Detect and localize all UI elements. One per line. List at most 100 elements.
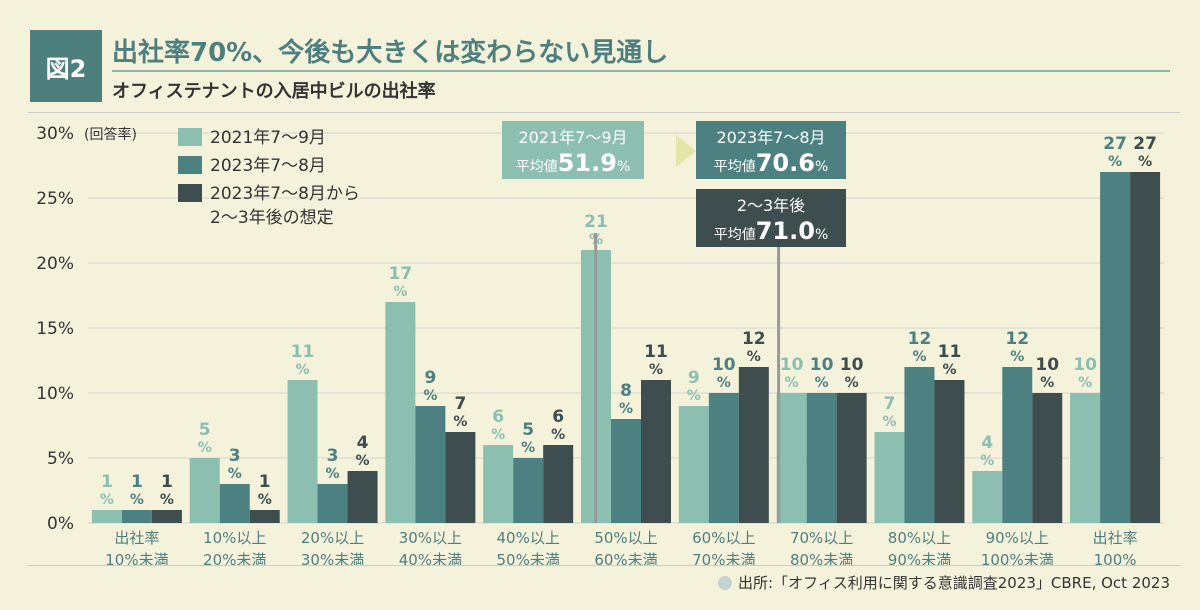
bar-value-label: 10 (1073, 355, 1097, 375)
bar-value-label: 27 (1133, 134, 1157, 154)
chart-subtitle: オフィステナントの入居中ビルの出社率 (112, 81, 436, 102)
bar-value-label: 11 (938, 342, 962, 362)
x-tick-label: 50%未満 (497, 551, 560, 565)
bar-value-label: 4 (357, 433, 369, 453)
bar-value-label: 10 (712, 355, 736, 375)
x-tick-label: 70%以上 (790, 529, 853, 547)
annotation-2021-box (502, 121, 644, 179)
bar-value-label: 12 (742, 329, 766, 349)
bar-value-unit: % (198, 440, 212, 456)
bar-value-unit: % (521, 440, 535, 456)
annotation-2023-period: 2023年7〜8月 (716, 128, 825, 147)
bar (543, 445, 574, 523)
bar-value-label: 1 (101, 472, 113, 492)
y-tick-label: 25% (36, 189, 74, 209)
bar-value-unit: % (1138, 154, 1152, 170)
bar-value-unit: % (393, 284, 407, 300)
bar (445, 432, 476, 523)
bar (219, 484, 250, 523)
bar (287, 380, 318, 523)
bar (972, 471, 1003, 523)
arrow-icon (676, 135, 696, 167)
bar-value-label: 12 (1005, 329, 1029, 349)
y-tick-label: 0% (47, 514, 74, 534)
legend-label: 2023年7〜8月 (210, 156, 326, 176)
x-tick-label: 100% (1094, 551, 1137, 565)
bar-value-unit: % (980, 453, 994, 469)
bar-value-unit: % (258, 492, 272, 508)
bar (1130, 172, 1161, 523)
bar (1032, 393, 1063, 523)
bar-value-label: 9 (688, 368, 700, 388)
x-tick-label: 80%以上 (888, 529, 951, 547)
bar-value-unit: % (619, 401, 633, 417)
y-tick-label: 10% (36, 384, 74, 404)
bar-value-label: 7 (454, 394, 466, 414)
bar-value-label: 10 (840, 355, 864, 375)
y-tick-label: 20% (36, 254, 74, 274)
bar-value-unit: % (747, 349, 761, 365)
bar-value-label: 10 (780, 355, 804, 375)
bar-value-label: 7 (884, 394, 896, 414)
bar-value-label: 10 (1035, 355, 1059, 375)
x-tick-label: 出社率 (1093, 529, 1138, 547)
bar-value-label: 1 (131, 472, 143, 492)
x-tick-label: 出社率 (114, 529, 159, 547)
bar-value-label: 11 (291, 342, 315, 362)
bar-value-unit: % (649, 362, 663, 378)
bar-value-label: 12 (908, 329, 932, 349)
bar-value-label: 21 (584, 212, 608, 232)
bar-value-unit: % (785, 375, 799, 391)
bar-value-label: 4 (981, 433, 993, 453)
x-tick-label: 100%未満 (981, 551, 1054, 565)
legend-swatch (178, 156, 202, 174)
x-tick-label: 40%未満 (399, 551, 462, 565)
bar-value-label: 1 (161, 472, 173, 492)
bar (415, 406, 446, 523)
bar (806, 393, 837, 523)
bar (151, 510, 182, 523)
y-tick-label: 5% (47, 449, 74, 469)
bar-value-unit: % (296, 362, 310, 378)
bar (1002, 367, 1033, 523)
bar-value-unit: % (326, 466, 340, 482)
bar (611, 419, 641, 523)
bar-chart: 0%5%10%15%20%25%30% (回答率)1%1%1%出社率10%未満5%… (36, 121, 1164, 565)
x-tick-label: 30%未満 (301, 551, 364, 565)
bar (1100, 172, 1131, 523)
bar-value-unit: % (1040, 375, 1054, 391)
bar-value-label: 17 (389, 264, 413, 284)
figure-badge: 図2 (30, 30, 102, 102)
bar (738, 367, 769, 523)
bar (347, 471, 378, 523)
legend-swatch (178, 128, 202, 146)
bar (776, 393, 807, 523)
bar-value-label: 11 (644, 342, 668, 362)
bar-value-unit: % (815, 375, 829, 391)
bar (91, 510, 122, 523)
bar (904, 367, 935, 523)
bar-value-unit: % (687, 388, 701, 404)
x-tick-label: 50%以上 (594, 529, 657, 547)
legend-label: 2021年7〜9月 (210, 128, 326, 148)
bar (641, 380, 671, 523)
x-tick-label: 60%以上 (692, 529, 755, 547)
bar (317, 484, 348, 523)
x-tick-label: 90%以上 (986, 529, 1049, 547)
bar-value-label: 6 (552, 407, 564, 427)
legend-swatch (178, 184, 202, 202)
bar-value-unit: % (423, 388, 437, 404)
bar-value-label: 5 (522, 420, 534, 440)
source-text: 出所:「オフィス利用に関する意識調査2023」CBRE, Oct 2023 (737, 574, 1170, 592)
bar (249, 510, 280, 523)
y-tick-label: 15% (36, 319, 74, 339)
bar-value-unit: % (228, 466, 242, 482)
x-tick-label: 40%以上 (497, 529, 560, 547)
x-tick-label: 60%未満 (594, 551, 657, 565)
bar-value-label: 3 (327, 446, 339, 466)
bar (1070, 393, 1101, 523)
bar-value-label: 5 (199, 420, 211, 440)
bar (483, 445, 514, 523)
bar-value-unit: % (130, 492, 144, 508)
annotation-2023-value: 平均値70.6% (714, 149, 829, 177)
